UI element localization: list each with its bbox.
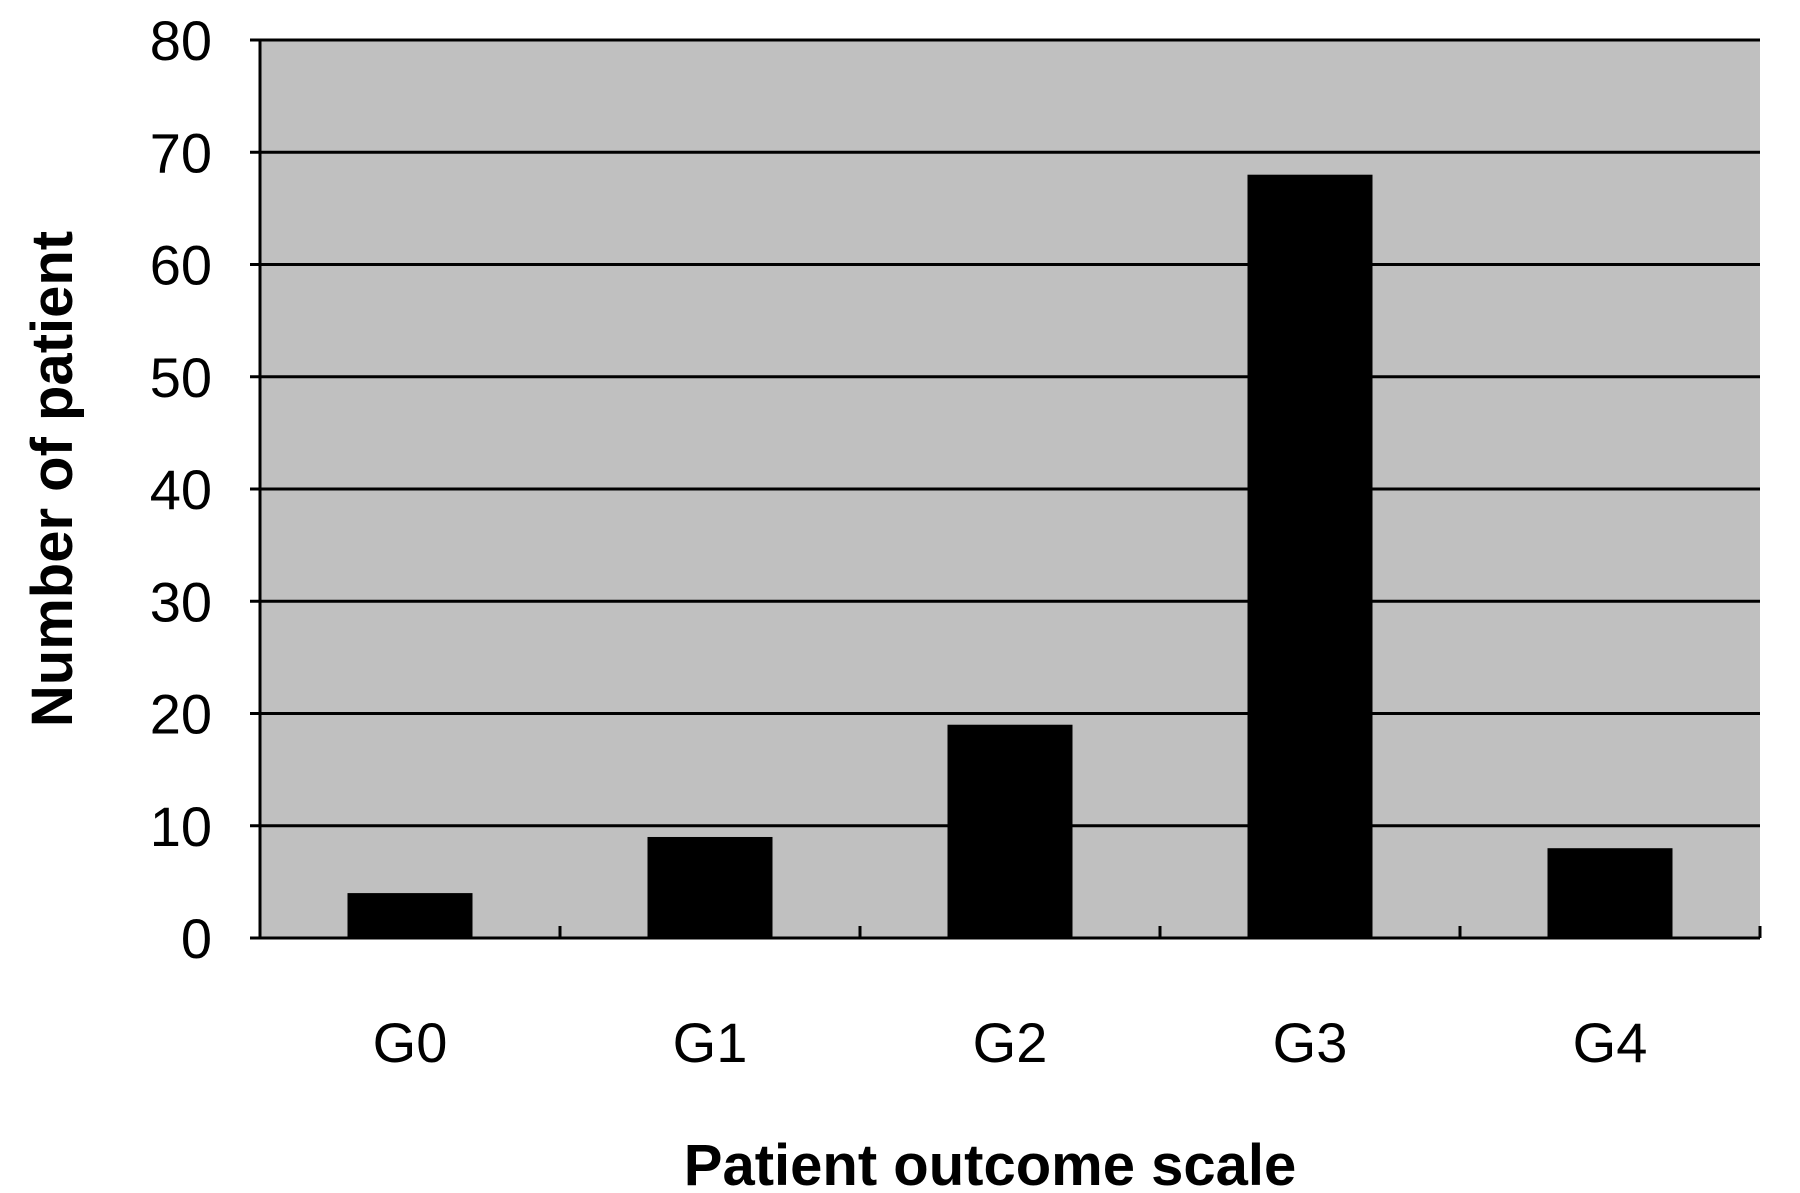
y-tick-label: 30 bbox=[150, 570, 212, 633]
x-tick-label: G4 bbox=[1573, 1011, 1648, 1074]
x-tick-label: G1 bbox=[673, 1011, 748, 1074]
y-tick-label: 0 bbox=[181, 907, 212, 970]
y-tick-label: 80 bbox=[150, 9, 212, 72]
x-tick-label: G0 bbox=[373, 1011, 448, 1074]
grid-lines bbox=[260, 38, 1760, 828]
x-tick-labels: G0 G1 G2 G3 G4 bbox=[373, 1011, 1648, 1074]
bar-g3 bbox=[1247, 174, 1373, 938]
y-tick-labels: 0 10 20 30 40 50 60 70 80 bbox=[150, 9, 212, 970]
bar-g1 bbox=[647, 836, 773, 938]
x-tick-label: G2 bbox=[973, 1011, 1048, 1074]
y-axis-title: Number of patient bbox=[20, 231, 85, 727]
y-tick-label: 40 bbox=[150, 458, 212, 521]
y-tick-label: 10 bbox=[150, 795, 212, 858]
bar-g4 bbox=[1547, 848, 1673, 938]
y-tick-label: 60 bbox=[150, 234, 212, 297]
y-tick-label: 20 bbox=[150, 683, 212, 746]
bar-g2 bbox=[947, 724, 1073, 938]
bars bbox=[347, 174, 1673, 938]
axes bbox=[250, 38, 1762, 940]
x-axis-title: Patient outcome scale bbox=[684, 1133, 1296, 1193]
y-tick-label: 70 bbox=[150, 121, 212, 184]
y-tick-label: 50 bbox=[150, 346, 212, 409]
bar-g0 bbox=[347, 893, 473, 938]
x-tick-label: G3 bbox=[1273, 1011, 1348, 1074]
